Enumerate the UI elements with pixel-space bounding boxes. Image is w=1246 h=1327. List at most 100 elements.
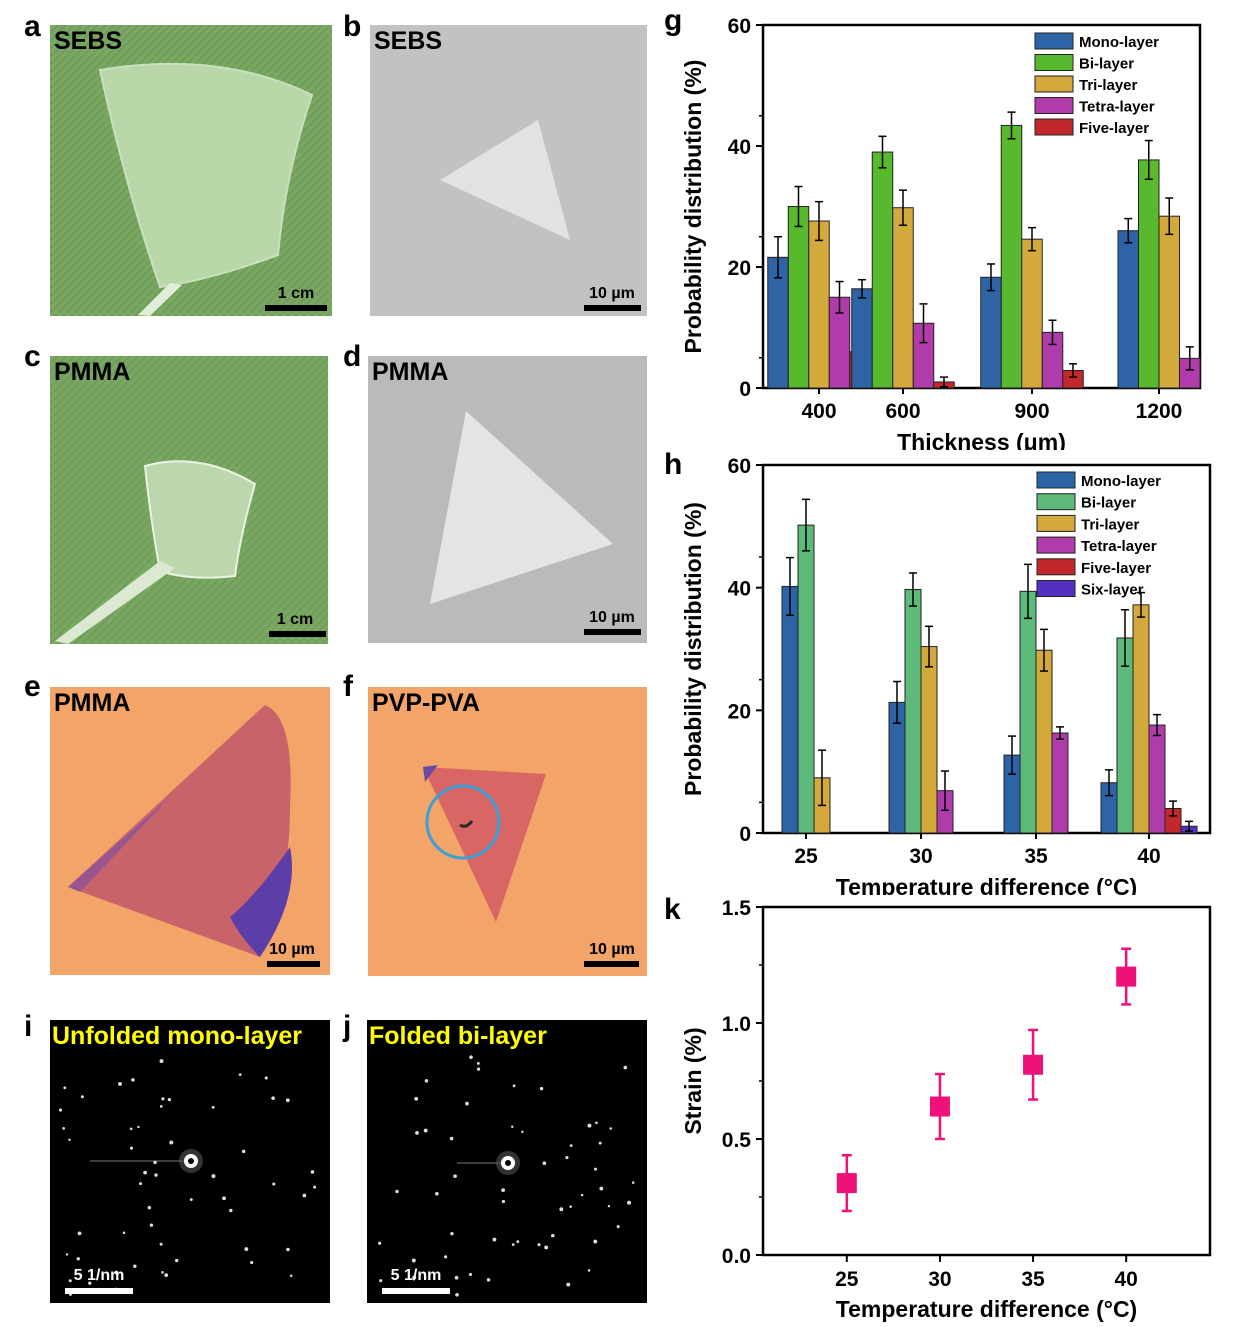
diffraction-spot xyxy=(477,1062,480,1065)
scale-text-c: 1 cm xyxy=(276,611,314,628)
chart-g-thickness: 0 20 40 60 400 600 900 1200 Mono-layer Bi-layer Tr… xyxy=(680,15,1202,450)
legend-swatch xyxy=(1036,514,1076,532)
diffraction-spot xyxy=(607,1204,611,1208)
folded-flake-drawing xyxy=(68,705,292,957)
diffraction-spot xyxy=(631,1181,635,1184)
diffraction-spot xyxy=(511,1125,514,1129)
y-tick-label: 0.5 xyxy=(722,1129,752,1152)
legend-swatch xyxy=(1034,75,1074,93)
diffraction-spot xyxy=(569,1205,573,1208)
panel-e-label: PMMA xyxy=(54,689,131,717)
diffraction-spot xyxy=(539,1086,544,1091)
diffraction-spot xyxy=(609,1127,612,1130)
x-tick-label: 1200 xyxy=(1136,400,1183,423)
diffraction-spot xyxy=(271,1096,275,1100)
panel-letter-h: h xyxy=(664,448,683,481)
legend-swatch xyxy=(1034,97,1074,114)
diffraction-spot xyxy=(587,1123,592,1128)
diffraction-spot xyxy=(444,1255,448,1259)
diffraction-spot xyxy=(565,1156,569,1160)
diffraction-spots-mono xyxy=(58,1059,317,1296)
legend-label: Mono-layer xyxy=(1081,473,1161,490)
diffraction-spot xyxy=(313,1185,317,1189)
photo-pmma-film: PMMA 1 cm xyxy=(50,356,328,644)
optical-image-pmma-folded: PMMA 10 µm xyxy=(50,687,330,975)
diffraction-spot xyxy=(512,1084,516,1088)
diffraction-spot xyxy=(68,1138,71,1142)
bar-tri-layer xyxy=(920,646,938,834)
bar-bi-layer xyxy=(1019,590,1037,834)
diffraction-spot xyxy=(521,1130,524,1134)
bar-bi-layer xyxy=(797,524,815,834)
legend-label: Six-layer xyxy=(1081,582,1144,599)
panel-letter-c: c xyxy=(24,340,41,373)
x-tick-label: 25 xyxy=(794,845,818,868)
diffraction-spot xyxy=(159,1105,163,1108)
panel-letter-b: b xyxy=(343,10,362,43)
diffraction-spot xyxy=(65,1253,69,1256)
diffraction-spot xyxy=(285,1098,290,1103)
diffraction-spot xyxy=(149,1223,154,1227)
diffraction-spot xyxy=(599,1186,604,1191)
x-tick-label: 30 xyxy=(909,845,932,868)
diffraction-spot xyxy=(551,1233,555,1238)
x-tick-label: 30 xyxy=(928,1268,951,1291)
y-tick-label: 0 xyxy=(739,378,751,401)
panel-d-label: PMMA xyxy=(372,358,449,386)
diffraction-spot xyxy=(238,1073,242,1077)
diffraction-spot xyxy=(147,1205,152,1210)
panel-i-label: Unfolded mono-layer xyxy=(52,1022,303,1050)
scale-text-b: 10 µm xyxy=(589,285,635,302)
diffraction-spot xyxy=(302,1193,307,1198)
scalebar-d xyxy=(584,629,641,635)
diffraction-spot xyxy=(412,1275,417,1280)
panel-letter-i: i xyxy=(24,1010,33,1043)
legend-swatch xyxy=(1036,558,1076,576)
diffraction-spot xyxy=(454,1275,459,1280)
panel-f-label: PVP-PVA xyxy=(372,689,480,717)
diffraction-spot xyxy=(593,1167,597,1171)
diffraction-spot xyxy=(189,1198,193,1202)
y-axis-label: Strain (%) xyxy=(680,1027,706,1134)
diffraction-spot xyxy=(161,1097,165,1101)
diffraction-spot xyxy=(159,1059,164,1064)
diffraction-spot xyxy=(68,1279,72,1283)
legend-label: Bi-layer xyxy=(1081,495,1136,512)
diffraction-spot xyxy=(264,1076,268,1080)
diffraction-spot xyxy=(164,1273,169,1277)
diffraction-spot xyxy=(62,1127,66,1130)
diffraction-spot xyxy=(414,1096,419,1101)
diffraction-spot xyxy=(63,1086,67,1090)
bar-tri-layer xyxy=(808,220,830,389)
y-tick-label: 0 xyxy=(739,823,751,846)
bar-tri-layer xyxy=(1132,604,1150,834)
diffraction-spot xyxy=(415,1131,419,1135)
pmma-flake-drawing xyxy=(430,411,613,604)
legend-label: Five-layer xyxy=(1081,560,1151,577)
panel-b-label: SEBS xyxy=(374,27,443,55)
diffraction-spot xyxy=(627,1200,632,1205)
bar-bi-layer xyxy=(1138,159,1160,389)
scalebar-j xyxy=(382,1288,450,1294)
diffraction-pattern-bi: Folded bi-layer 5 1/nm xyxy=(367,1020,647,1303)
diffraction-spot xyxy=(289,1274,293,1278)
diffraction-spot xyxy=(154,1173,158,1177)
diffraction-spot xyxy=(272,1182,276,1186)
legend-label: Tri-layer xyxy=(1081,516,1140,533)
bar-bi-layer xyxy=(1000,124,1023,389)
y-tick-label: 40 xyxy=(728,578,751,601)
diffraction-spot xyxy=(492,1237,497,1242)
diffraction-spot xyxy=(286,1247,290,1252)
optical-image-pvp-pva: PVP-PVA 10 µm xyxy=(368,687,647,976)
diffraction-spot xyxy=(250,1260,254,1265)
diffraction-spot xyxy=(569,1144,573,1147)
bar-tri-layer xyxy=(1158,215,1180,389)
bar-mono-layer xyxy=(1117,230,1139,389)
diffraction-spot xyxy=(143,1170,147,1175)
diffraction-spot xyxy=(169,1140,174,1145)
legend-swatch xyxy=(1034,54,1074,71)
bar-mono-layer xyxy=(980,276,1002,389)
y-tick-label: 0.0 xyxy=(722,1245,751,1268)
bar-tetra-layer xyxy=(1051,732,1069,834)
x-tick-label: 35 xyxy=(1024,845,1048,868)
